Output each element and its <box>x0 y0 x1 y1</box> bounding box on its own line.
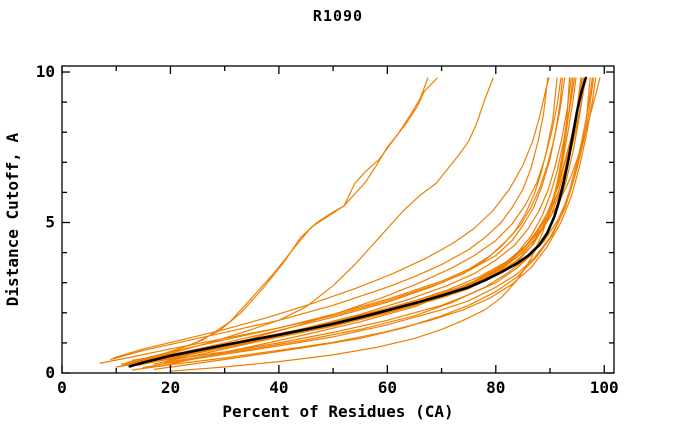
model-curve <box>164 77 594 364</box>
model-curve <box>169 77 562 361</box>
y-tick-label: 10 <box>36 62 55 81</box>
model-curve <box>121 77 586 365</box>
model-curve <box>137 77 438 364</box>
y-axis-title: Distance Cutoff, A <box>3 132 22 307</box>
x-tick-label: 60 <box>378 378 397 397</box>
reference-curve <box>128 76 588 368</box>
x-tick-label: 80 <box>486 378 505 397</box>
x-tick-label: 0 <box>57 378 67 397</box>
model-curve <box>115 77 575 368</box>
y-tick-label: 0 <box>45 363 55 382</box>
x-tick-label: 20 <box>161 378 180 397</box>
y-tick-label: 5 <box>45 213 55 232</box>
model-curve <box>169 77 571 372</box>
x-tick-label: 40 <box>269 378 288 397</box>
plot-frame <box>61 65 615 374</box>
model-curve <box>131 77 597 371</box>
model-curve <box>153 77 585 365</box>
model-curve <box>99 77 564 364</box>
x-tick-label: 100 <box>590 378 619 397</box>
model-curve <box>159 77 574 367</box>
model-curve <box>110 77 549 361</box>
chart-title: R1090 <box>312 7 364 25</box>
x-axis-title: Percent of Residues (CA) <box>222 402 454 421</box>
model-curve <box>131 77 494 364</box>
model-curve <box>126 77 586 366</box>
model-curve <box>153 77 591 370</box>
